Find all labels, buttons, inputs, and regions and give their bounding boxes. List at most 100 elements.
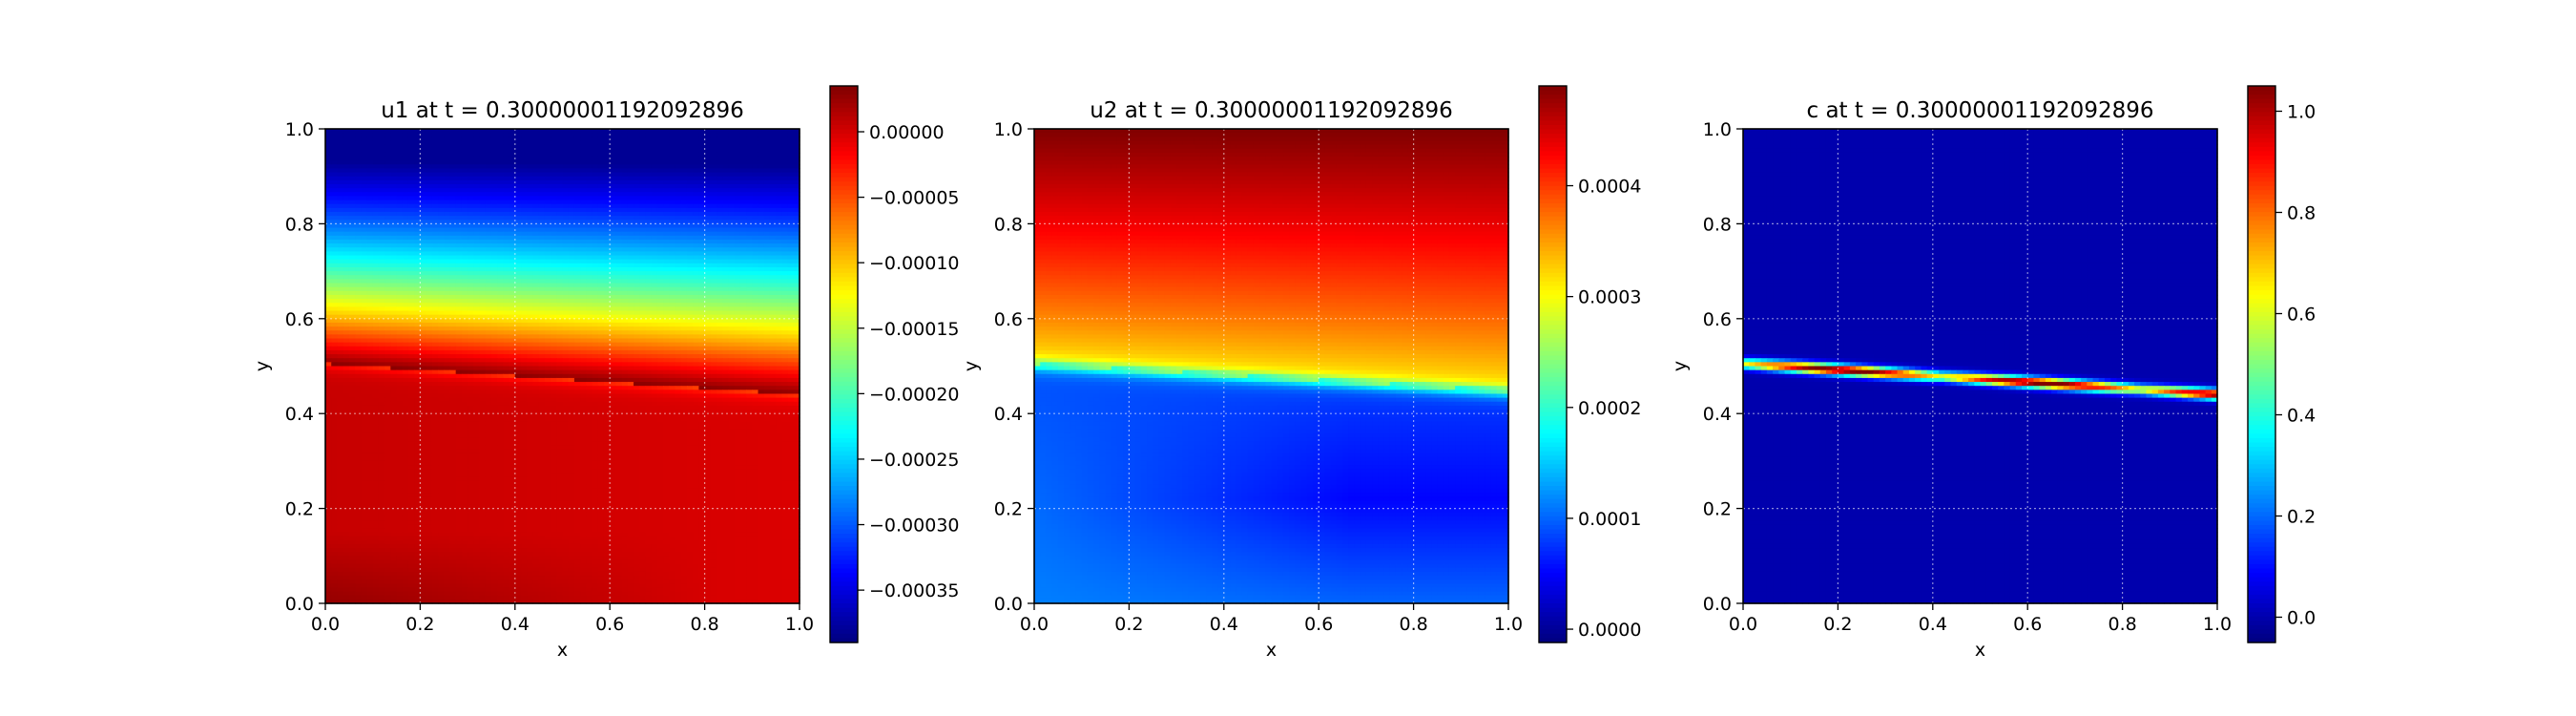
- heatmap-cell: [503, 133, 509, 137]
- heatmap-cell: [420, 370, 426, 375]
- heatmap-cell: [758, 271, 765, 276]
- heatmap-cell: [331, 326, 338, 331]
- heatmap-cell: [574, 284, 581, 288]
- heatmap-cell: [355, 188, 362, 193]
- heatmap-cell: [551, 137, 557, 141]
- heatmap-cell: [663, 306, 670, 311]
- heatmap-cell: [758, 263, 765, 268]
- heatmap-cell: [681, 133, 688, 137]
- heatmap-cell: [574, 216, 581, 221]
- heatmap-cell: [349, 323, 356, 327]
- heatmap-cell: [687, 168, 694, 173]
- heatmap-cell: [663, 208, 670, 213]
- heatmap-cell: [545, 236, 551, 241]
- heatmap-cell: [521, 260, 528, 264]
- heatmap-cell: [722, 275, 729, 280]
- heatmap-cell: [663, 251, 670, 256]
- heatmap-cell: [592, 319, 599, 324]
- heatmap-cell: [551, 133, 557, 137]
- heatmap-cell: [652, 263, 658, 268]
- heatmap-cell: [788, 319, 795, 324]
- heatmap-cell: [355, 196, 362, 200]
- heatmap-cell: [361, 275, 367, 280]
- heatmap-cell: [491, 212, 498, 217]
- heatmap-cell: [722, 354, 729, 359]
- heatmap-cell: [740, 204, 747, 209]
- heatmap-cell: [420, 192, 426, 197]
- heatmap-cell: [384, 164, 391, 169]
- heatmap-cell: [770, 362, 777, 367]
- heatmap-cell: [331, 208, 338, 213]
- heatmap-cell: [384, 287, 391, 292]
- heatmap-cell: [456, 145, 463, 150]
- heatmap-cell: [610, 168, 616, 173]
- heatmap-cell: [598, 299, 605, 304]
- heatmap-cell: [444, 240, 450, 244]
- heatmap-cell: [444, 160, 450, 165]
- heatmap-cell: [361, 157, 367, 161]
- heatmap-cell: [722, 200, 729, 205]
- heatmap-cell: [467, 267, 474, 272]
- heatmap-cell: [539, 271, 546, 276]
- heatmap-cell: [675, 323, 682, 327]
- heatmap-cell: [497, 133, 504, 137]
- heatmap-cell: [722, 223, 729, 228]
- heatmap-cell: [628, 311, 634, 316]
- heatmap-cell: [622, 263, 629, 268]
- heatmap-cell: [634, 228, 640, 233]
- heatmap-cell: [735, 228, 741, 233]
- heatmap-cell: [497, 192, 504, 197]
- heatmap-cell: [480, 256, 487, 261]
- heatmap-cell: [580, 157, 587, 161]
- heatmap-cell: [675, 343, 682, 347]
- heatmap-cell: [681, 334, 688, 339]
- heatmap-cell: [615, 323, 622, 327]
- heatmap-cell: [331, 137, 338, 141]
- heatmap-cell: [373, 311, 380, 316]
- heatmap-cell: [521, 271, 528, 276]
- heatmap-cell: [569, 303, 575, 307]
- heatmap-cell: [532, 153, 539, 158]
- heatmap-cell: [349, 334, 356, 339]
- heatmap-cell: [574, 362, 581, 367]
- heatmap-cell: [610, 212, 616, 217]
- heatmap-cell: [361, 260, 367, 264]
- heatmap-cell: [580, 149, 587, 154]
- heatmap-cell: [675, 354, 682, 359]
- heatmap-cell: [645, 196, 652, 200]
- heatmap-cell: [503, 247, 509, 252]
- heatmap-cell: [776, 256, 782, 261]
- heatmap-cell: [331, 306, 338, 311]
- heatmap-cell: [788, 334, 795, 339]
- heatmap-cell: [687, 223, 694, 228]
- heatmap-cell: [467, 362, 474, 367]
- heatmap-cell: [462, 204, 468, 209]
- heatmap-cell: [397, 192, 404, 197]
- heatmap-cell: [551, 228, 557, 233]
- heatmap-cell: [480, 330, 487, 335]
- heatmap-cell: [343, 299, 350, 304]
- heatmap-cell: [556, 180, 563, 185]
- heatmap-cell: [343, 192, 350, 197]
- heatmap-cell: [403, 216, 409, 221]
- heatmap-cell: [355, 173, 362, 178]
- heatmap-cell: [491, 284, 498, 288]
- heatmap-cell: [569, 200, 575, 205]
- heatmap-cell: [491, 271, 498, 276]
- heatmap-cell: [563, 330, 570, 335]
- heatmap-cell: [788, 256, 795, 261]
- heatmap-cell: [343, 267, 350, 272]
- heatmap-cell: [770, 164, 777, 169]
- heatmap-cell: [622, 367, 629, 371]
- heatmap-cell: [717, 279, 723, 284]
- heatmap-cell: [539, 330, 546, 335]
- heatmap-cell: [325, 204, 332, 209]
- heatmap-cell: [527, 196, 533, 200]
- heatmap-cell: [449, 240, 456, 244]
- heatmap-cell: [669, 279, 675, 284]
- heatmap-cell: [758, 243, 765, 248]
- heatmap-cell: [657, 287, 664, 292]
- heatmap-cell: [497, 263, 504, 268]
- heatmap-cell: [420, 133, 426, 137]
- heatmap-cell: [675, 160, 682, 165]
